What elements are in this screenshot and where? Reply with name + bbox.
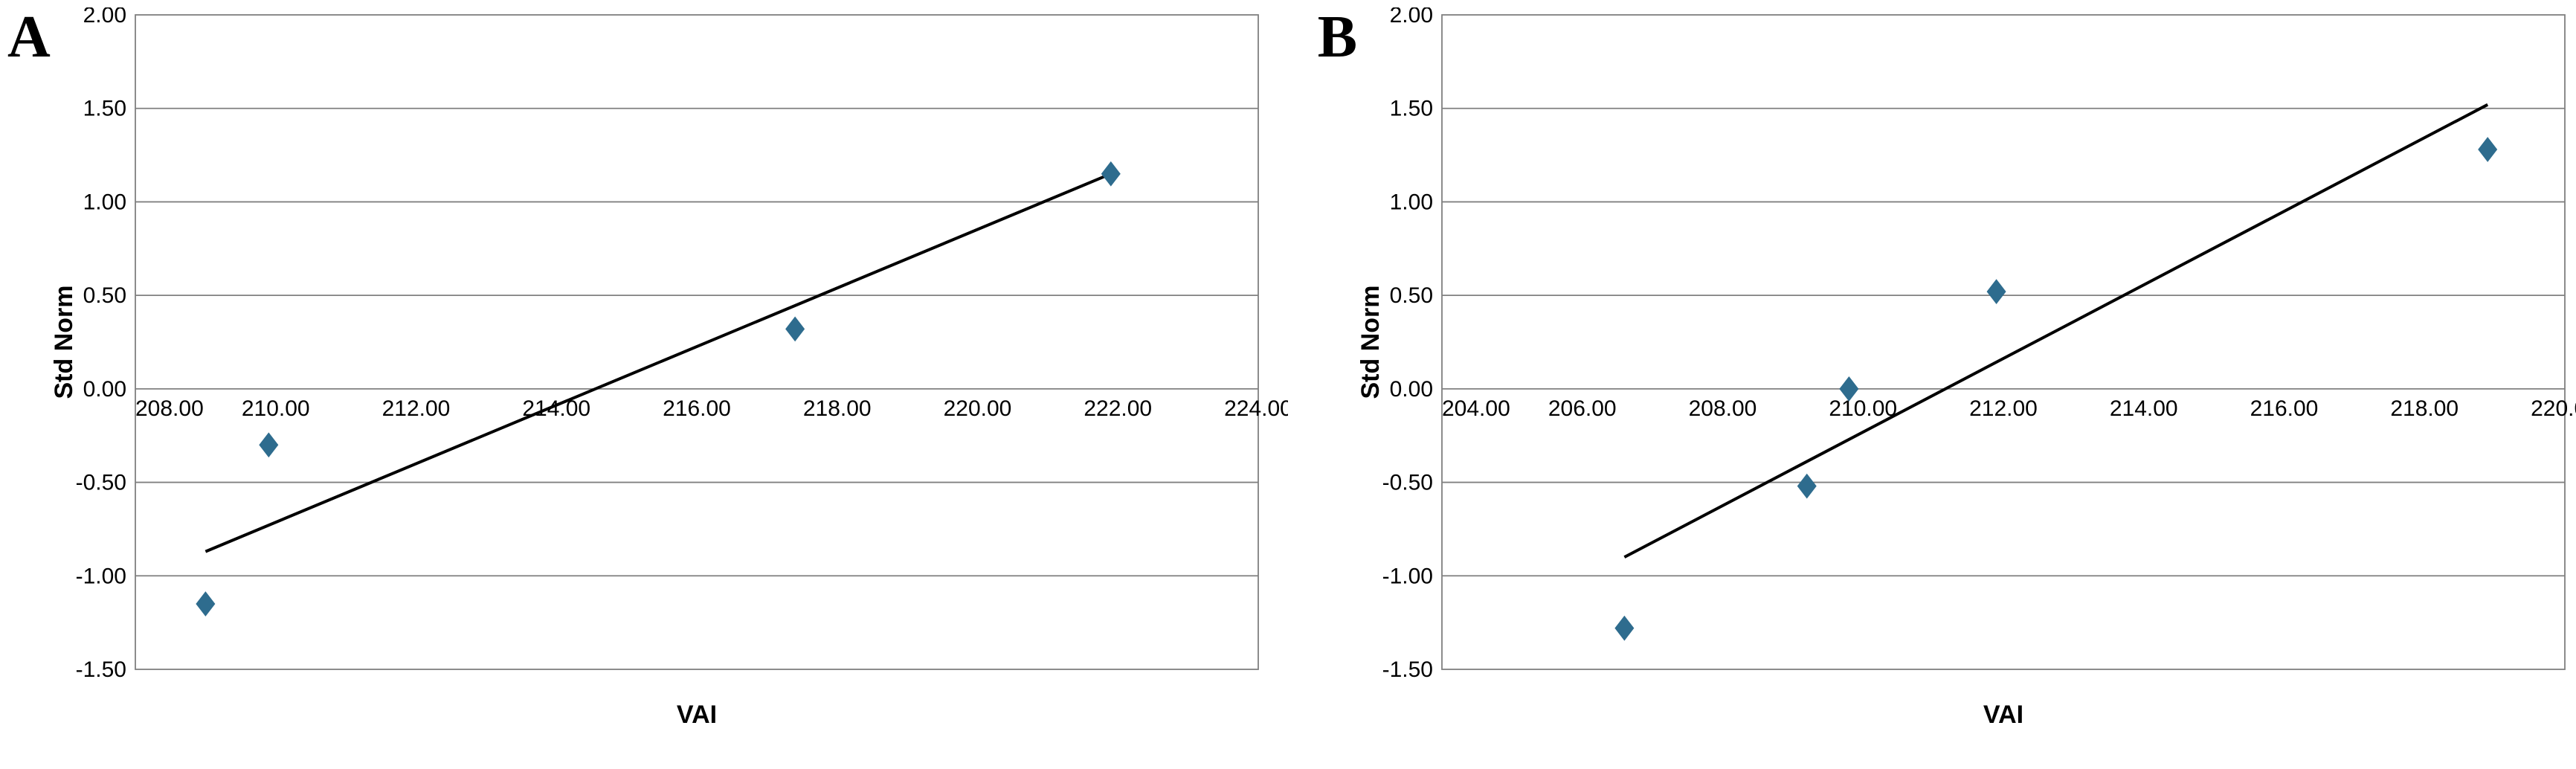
svg-text:-1.00: -1.00 (75, 564, 126, 588)
svg-text:222.00: 222.00 (1083, 396, 1152, 421)
svg-text:-1.50: -1.50 (1382, 657, 1433, 682)
svg-text:210.00: 210.00 (242, 396, 310, 421)
svg-text:204.00: 204.00 (1442, 396, 1510, 421)
svg-text:0.00: 0.00 (83, 377, 126, 402)
panel-letter-b: B (1318, 7, 1357, 67)
svg-text:224.00: 224.00 (1224, 396, 1288, 421)
svg-text:1.50: 1.50 (1390, 97, 1433, 121)
x-axis-label: VAI (677, 701, 717, 729)
svg-text:214.00: 214.00 (2110, 396, 2178, 421)
svg-text:216.00: 216.00 (663, 396, 731, 421)
svg-text:1.50: 1.50 (83, 97, 126, 121)
svg-text:208.00: 208.00 (135, 396, 204, 421)
svg-text:218.00: 218.00 (2391, 396, 2459, 421)
svg-text:218.00: 218.00 (803, 396, 872, 421)
svg-text:-0.50: -0.50 (1382, 471, 1433, 495)
svg-text:-0.50: -0.50 (75, 471, 126, 495)
svg-text:-1.00: -1.00 (1382, 564, 1433, 588)
y-axis-label: Std Norm (1360, 286, 1385, 399)
svg-text:212.00: 212.00 (381, 396, 450, 421)
panel-b: B -1.50 -1.00 -0.50 0.00 0.50 1.00 1.50 2.00 204… (1318, 7, 2576, 751)
y-axis-label: Std Norm (54, 286, 78, 399)
chart-a: -1.50 -1.00 -0.50 0.00 0.50 1.00 1.50 2.00 208.0… (54, 7, 1288, 751)
svg-text:210.00: 210.00 (1829, 396, 1898, 421)
svg-text:1.00: 1.00 (1390, 190, 1433, 214)
svg-text:2.00: 2.00 (83, 7, 126, 28)
svg-text:216.00: 216.00 (2250, 396, 2319, 421)
svg-text:0.50: 0.50 (83, 283, 126, 308)
panel-letter-a: A (7, 7, 51, 67)
svg-text:208.00: 208.00 (1689, 396, 1757, 421)
svg-text:214.00: 214.00 (522, 396, 590, 421)
panel-a: A -1.50 -1.00 -0.50 0.00 0.50 1.00 1.50 2.00 208… (7, 7, 1288, 751)
svg-text:220.00: 220.00 (2531, 396, 2576, 421)
svg-text:1.00: 1.00 (83, 190, 126, 214)
x-axis-label: VAI (1983, 701, 2023, 729)
svg-text:0.00: 0.00 (1390, 377, 1433, 402)
svg-text:220.00: 220.00 (943, 396, 1011, 421)
svg-text:2.00: 2.00 (1390, 7, 1433, 28)
svg-text:0.50: 0.50 (1390, 283, 1433, 308)
svg-text:-1.50: -1.50 (75, 657, 126, 682)
svg-text:206.00: 206.00 (1548, 396, 1617, 421)
chart-b: -1.50 -1.00 -0.50 0.00 0.50 1.00 1.50 2.00 204.0… (1360, 7, 2576, 751)
svg-text:212.00: 212.00 (1969, 396, 2038, 421)
